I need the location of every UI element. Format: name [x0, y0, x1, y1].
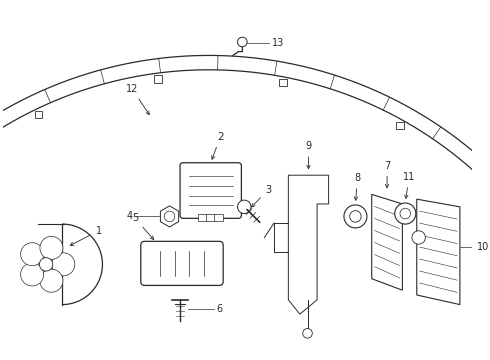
Text: 11: 11	[403, 172, 415, 198]
Circle shape	[39, 258, 53, 271]
Text: 4: 4	[127, 211, 133, 221]
Text: 2: 2	[212, 132, 223, 159]
Circle shape	[395, 203, 416, 224]
Text: 9: 9	[305, 141, 312, 168]
Polygon shape	[288, 175, 329, 314]
Circle shape	[40, 237, 63, 260]
Bar	[214, 213, 223, 221]
FancyBboxPatch shape	[180, 163, 242, 218]
Circle shape	[344, 205, 367, 228]
Circle shape	[40, 269, 63, 292]
Circle shape	[21, 263, 44, 286]
Circle shape	[164, 211, 175, 222]
Circle shape	[238, 37, 247, 47]
Circle shape	[238, 200, 251, 213]
Circle shape	[412, 231, 425, 244]
Circle shape	[52, 253, 75, 276]
Text: 3: 3	[252, 185, 271, 207]
Text: 10: 10	[477, 242, 490, 252]
Polygon shape	[372, 194, 402, 290]
Text: 5: 5	[132, 213, 154, 239]
Polygon shape	[417, 199, 460, 305]
Bar	[35, 111, 42, 118]
Text: 12: 12	[126, 84, 149, 114]
Bar	[154, 75, 162, 83]
Text: 6: 6	[217, 304, 222, 314]
Text: 13: 13	[272, 38, 284, 48]
Circle shape	[400, 208, 411, 219]
Circle shape	[350, 211, 361, 222]
Bar	[198, 213, 208, 221]
Bar	[396, 122, 404, 129]
Bar	[279, 79, 287, 86]
Text: 1: 1	[70, 226, 101, 246]
Circle shape	[303, 329, 312, 338]
Circle shape	[21, 243, 44, 266]
FancyBboxPatch shape	[141, 241, 223, 285]
Text: 8: 8	[354, 173, 361, 200]
Bar	[206, 213, 216, 221]
Text: 7: 7	[384, 161, 390, 188]
